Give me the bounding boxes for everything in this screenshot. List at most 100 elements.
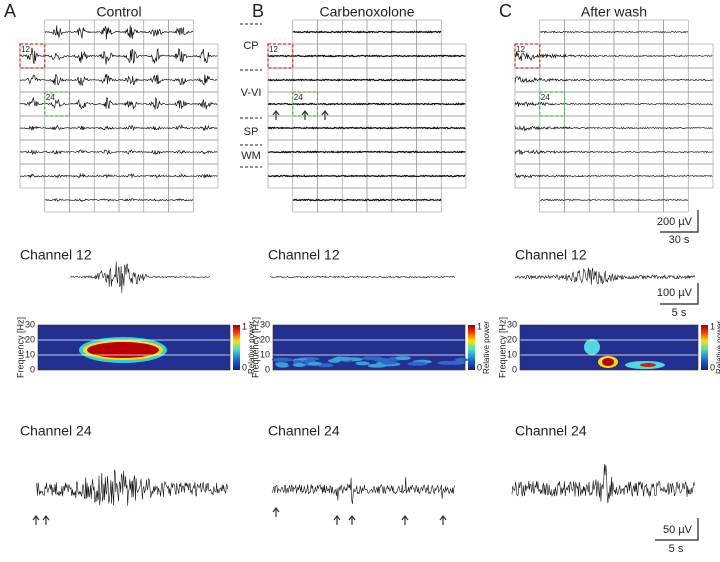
- grid-trace: [539, 198, 689, 202]
- channel-trace: [69, 261, 211, 293]
- panel-title: Carbenoxolone: [320, 4, 415, 20]
- channel-trace: [35, 469, 229, 506]
- grid-trace: [20, 73, 218, 86]
- scale-label: 50 µV: [663, 524, 693, 536]
- power-blob: [292, 362, 306, 367]
- arrow: [272, 110, 280, 120]
- scale-label: 100 µV: [657, 287, 693, 299]
- grid-trace: [267, 150, 466, 154]
- y-tick-label: 30: [507, 319, 517, 329]
- power-blob: [355, 361, 370, 366]
- colorbar-label: Relative power: [715, 321, 720, 374]
- channel-label: Channel 24: [515, 423, 587, 439]
- y-tick-label: 20: [507, 334, 517, 344]
- y-tick-label: 10: [260, 349, 270, 359]
- electrode-highlight: [44, 91, 71, 117]
- y-axis-label: Frequency [Hz]: [15, 317, 25, 378]
- panel-letter: B: [252, 1, 264, 21]
- scale-label: 200 µV: [657, 216, 693, 228]
- power-blob: [293, 359, 303, 364]
- grid-trace: [267, 78, 466, 82]
- y-tick-label: 30: [260, 319, 270, 329]
- grid-trace: [292, 30, 442, 34]
- y-tick-label: 20: [260, 334, 270, 344]
- colorbar: [701, 325, 708, 370]
- colorbar-label: Relative power: [247, 321, 256, 374]
- grid-trace: [19, 149, 218, 156]
- arrow: [348, 515, 356, 525]
- grid-trace: [267, 102, 466, 106]
- panel-title: Control: [96, 4, 141, 20]
- channel-label: Channel 12: [20, 247, 92, 263]
- colorbar: [468, 325, 475, 370]
- channel-label: Channel 24: [20, 423, 92, 439]
- colorbar-label: Relative power: [482, 321, 491, 374]
- channel-label: Channel 12: [515, 247, 587, 263]
- electrode-highlight: [539, 91, 566, 117]
- power-blob: [307, 361, 322, 366]
- electrode-label: 12: [21, 45, 30, 54]
- channel-trace: [511, 464, 695, 504]
- electrode-label: 12: [269, 45, 278, 54]
- arrow: [301, 110, 309, 120]
- grid-trace: [514, 172, 713, 179]
- colorbar-tick: 0: [710, 362, 715, 372]
- panel-letter: C: [499, 1, 512, 21]
- electrode-highlight: [514, 43, 541, 69]
- scale-bar: [660, 283, 699, 305]
- channel-trace: [271, 477, 455, 504]
- power-blob: [381, 360, 398, 365]
- layer-label: CP: [243, 40, 258, 52]
- y-tick-label: 10: [25, 349, 35, 359]
- y-axis-label: Frequency [Hz]: [250, 317, 260, 378]
- scale-bar: [660, 210, 699, 233]
- arrow: [401, 515, 409, 525]
- colorbar: [233, 325, 240, 370]
- power-blob: [87, 342, 159, 358]
- electrode-cell: [143, 67, 169, 93]
- grid-trace: [539, 30, 689, 34]
- power-blob: [395, 356, 411, 361]
- grid-trace: [292, 198, 442, 202]
- grid-trace: [514, 75, 713, 83]
- electrode-cell: [514, 67, 541, 93]
- power-blob: [275, 362, 288, 367]
- power-blob: [437, 360, 455, 365]
- electrode-highlight: [19, 43, 46, 69]
- grid-trace: [267, 126, 466, 130]
- grid-trace: [267, 174, 466, 178]
- spectrogram-frame: [37, 324, 231, 371]
- layer-label: WM: [241, 150, 261, 162]
- colorbar-tick: 1: [710, 321, 715, 331]
- power-blob: [584, 339, 600, 355]
- power-blob: [362, 356, 383, 361]
- power-blob: [640, 363, 656, 367]
- y-tick-label: 20: [25, 334, 35, 344]
- electrode-label: 24: [46, 93, 55, 102]
- power-blob: [328, 358, 341, 363]
- y-axis-label: Frequency [Hz]: [497, 317, 507, 378]
- scale-bar: [655, 518, 699, 541]
- grid-trace: [514, 101, 713, 108]
- arrow: [439, 515, 447, 525]
- grid-trace: [19, 96, 218, 110]
- grid-trace: [44, 198, 194, 203]
- layer-label: V-VI: [241, 87, 262, 99]
- panel-letter: A: [4, 1, 16, 21]
- spectrogram-frame: [272, 324, 466, 371]
- grid-trace: [514, 125, 713, 132]
- y-tick-label: 0: [265, 364, 270, 374]
- colorbar-tick: 1: [477, 321, 482, 331]
- scale-label: 5 s: [672, 307, 687, 319]
- y-tick-label: 10: [507, 349, 517, 359]
- grid-trace: [514, 51, 713, 62]
- electrode-highlight: [267, 43, 294, 69]
- y-tick-label: 0: [512, 364, 517, 374]
- arrow: [321, 110, 329, 120]
- y-tick-label: 30: [25, 319, 35, 329]
- grid-trace: [19, 172, 218, 179]
- grid-trace: [20, 47, 218, 65]
- channel-trace: [269, 275, 456, 279]
